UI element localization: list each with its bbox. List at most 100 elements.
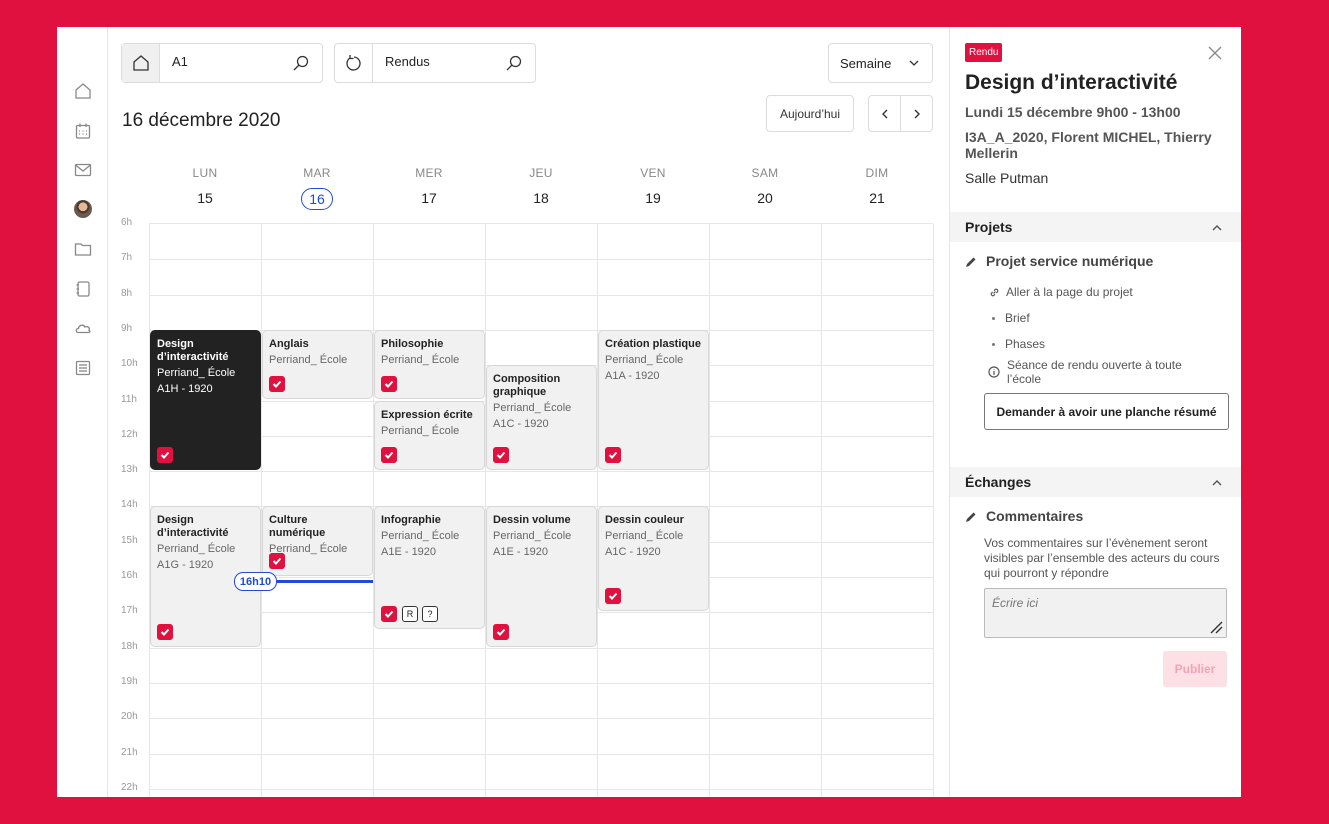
event-detail: Perriand_ École	[269, 353, 348, 366]
info-note: Séance de rendu ouverte à toute l’école	[988, 358, 1208, 386]
mail-icon[interactable]	[73, 160, 93, 180]
next-week-button[interactable]	[900, 96, 932, 131]
project-link-text: Aller à la page du projet	[1006, 285, 1133, 299]
day-header[interactable]: MAR 16	[261, 166, 373, 210]
search-icon[interactable]	[292, 54, 310, 72]
exchanges-heading: Échanges	[965, 474, 1032, 490]
current-time-line	[277, 580, 373, 583]
calendar-event[interactable]: Anglais Perriand_ École	[262, 329, 373, 400]
check-icon[interactable]	[605, 447, 621, 464]
exchanges-section-header[interactable]: Échanges	[950, 467, 1241, 497]
request-summary-button[interactable]: Demander à avoir une planche résumé	[984, 393, 1229, 430]
hour-gridline	[150, 471, 934, 473]
group-search-input[interactable]	[172, 54, 282, 69]
day-name: MAR	[303, 166, 331, 180]
bullet-icon	[992, 316, 995, 320]
day-name: SAM	[751, 166, 779, 180]
event-detail: Perriand_ École	[493, 402, 572, 415]
check-icon[interactable]	[381, 447, 397, 464]
check-icon[interactable]	[269, 552, 285, 569]
cloud-icon[interactable]	[73, 318, 93, 338]
hour-gridline	[150, 294, 934, 296]
calendar-event[interactable]: Création plastique Perriand_ École A1A - 1…	[598, 329, 709, 471]
calendar-event[interactable]: Dessin volume Perriand_ École A1E - 1920	[486, 506, 597, 647]
chevron-up-icon[interactable]	[1211, 221, 1223, 233]
check-icon[interactable]	[269, 376, 285, 393]
hour-gridline	[150, 718, 934, 720]
day-header[interactable]: MER 17	[373, 166, 485, 210]
publish-button[interactable]: Publier	[1163, 651, 1227, 687]
day-number: 18	[533, 190, 549, 206]
close-icon[interactable]	[1207, 45, 1223, 61]
folder-icon[interactable]	[73, 239, 93, 259]
check-icon[interactable]	[381, 605, 397, 622]
calendar-event[interactable]: Dessin couleur Perriand_ École A1C - 1920	[598, 506, 709, 612]
check-icon[interactable]	[493, 447, 509, 464]
event-tag[interactable]: ?	[422, 605, 438, 622]
bullet-icon	[992, 342, 995, 346]
day-name: LUN	[192, 166, 218, 180]
event-detail: Perriand_ École	[381, 353, 460, 366]
day-header[interactable]: LUN 15	[149, 166, 261, 210]
notebook-icon[interactable]	[73, 279, 93, 299]
calendar-event[interactable]: Expression écrite Perriand_ École	[374, 400, 485, 471]
check-icon[interactable]	[381, 376, 397, 393]
list-icon[interactable]	[73, 358, 93, 378]
type-search-input[interactable]	[385, 54, 495, 69]
hour-gridline	[150, 682, 934, 684]
projects-section-header[interactable]: Projets	[950, 212, 1241, 242]
calendar-event[interactable]: Philosophie Perriand_ École	[374, 329, 485, 400]
calendar-icon[interactable]	[73, 121, 93, 141]
day-name: VEN	[640, 166, 666, 180]
day-header[interactable]: DIM 21	[821, 166, 933, 210]
event-detail: A1C - 1920	[605, 546, 661, 559]
search-icon[interactable]	[505, 54, 523, 72]
event-tag[interactable]: R	[402, 605, 418, 622]
previous-week-button[interactable]	[869, 96, 900, 131]
event-title: Composition graphique	[493, 373, 561, 399]
event-title: Design d’interactivité	[965, 71, 1178, 94]
hour-gridline	[150, 647, 934, 649]
projects-heading: Projets	[965, 219, 1013, 235]
hour-label: 14h	[121, 499, 138, 511]
status-badge: Rendu	[965, 43, 1003, 62]
day-header[interactable]: VEN 19	[597, 166, 709, 210]
calendar-event[interactable]: Culture numérique Perriand_ École	[262, 506, 373, 576]
home-icon[interactable]	[73, 81, 93, 101]
phases-text: Phases	[1005, 337, 1046, 351]
chevron-down-icon	[908, 57, 920, 69]
hour-gridline	[150, 329, 934, 331]
check-icon[interactable]	[605, 588, 621, 605]
hour-label: 9h	[121, 322, 133, 334]
today-button[interactable]: Aujourd’hui	[766, 95, 854, 132]
reset-filter-button[interactable]	[335, 44, 373, 82]
comments-title-text: Commentaires	[986, 508, 1084, 524]
info-text: Séance de rendu ouverte à toute l’école	[1007, 358, 1182, 386]
check-icon[interactable]	[493, 623, 509, 640]
hour-label: 19h	[121, 675, 138, 687]
comment-input[interactable]	[984, 588, 1227, 638]
event-title: Culture numérique	[269, 514, 326, 540]
day-header[interactable]: JEU 18	[485, 166, 597, 210]
event-title: Expression écrite	[381, 408, 473, 421]
calendar-event[interactable]: Infographie Perriand_ École A1E - 1920 R?	[374, 506, 485, 629]
hour-label: 10h	[121, 358, 138, 370]
view-select[interactable]: Semaine	[828, 43, 933, 83]
check-icon[interactable]	[157, 623, 173, 640]
event-title: Dessin volume	[493, 514, 571, 527]
page-title: 16 décembre 2020	[122, 110, 281, 131]
day-number: 20	[757, 190, 773, 206]
home-filter-button[interactable]	[122, 44, 160, 82]
avatar[interactable]	[74, 200, 92, 218]
phases-item[interactable]: Phases	[988, 337, 1045, 351]
brief-item[interactable]: Brief	[988, 311, 1030, 325]
hour-label: 17h	[121, 605, 138, 617]
chevron-up-icon[interactable]	[1211, 476, 1223, 488]
day-gridline	[597, 224, 598, 797]
calendar-event[interactable]: Composition graphique Perriand_ École A1C …	[486, 365, 597, 471]
day-header[interactable]: SAM 20	[709, 166, 821, 210]
check-icon[interactable]	[157, 447, 173, 464]
event-detail: Perriand_ École	[157, 543, 236, 556]
project-link[interactable]: Aller à la page du projet	[988, 285, 1133, 299]
calendar-event[interactable]: Design d’interactivité Perriand_ École A1H…	[150, 329, 261, 471]
